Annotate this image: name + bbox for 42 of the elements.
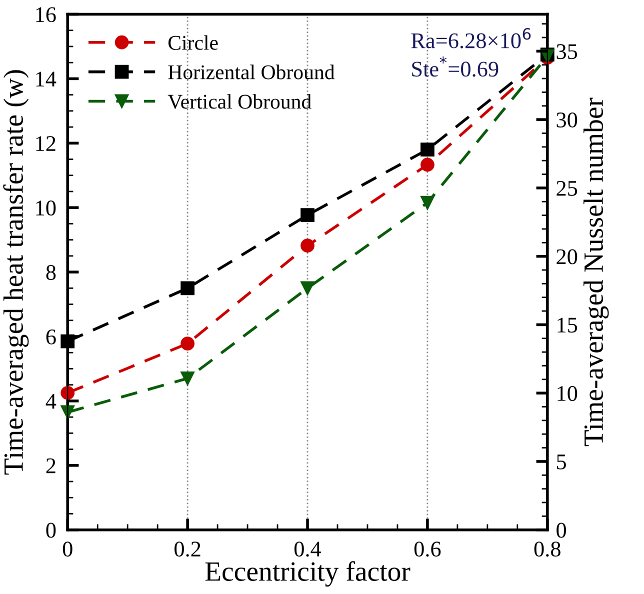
- legend-label: Vertical Obround: [168, 94, 312, 109]
- legend-label: Horizental Obround: [168, 64, 335, 80]
- y2-tick-label: 15: [558, 318, 578, 333]
- y-tick-label: 2: [46, 458, 56, 474]
- y-tick-label: 10: [36, 200, 56, 216]
- point: [180, 281, 195, 296]
- annotation: Ste$^{*}$=0.69: [412, 56, 498, 77]
- x-tick-label: 0.6: [414, 542, 441, 557]
- x-tick-label: 0: [62, 542, 72, 557]
- point: [300, 208, 314, 222]
- legend-label: Circle: [168, 35, 218, 50]
- point: [300, 238, 314, 253]
- y-tick-label: 4: [46, 394, 56, 409]
- y2-tick-label: 10: [558, 386, 578, 402]
- x-tick-label: 0.4: [294, 542, 322, 557]
- y-axis-title: Time-averaged heat transfer rate (w): [3, 70, 29, 475]
- x-tick-label: 0.2: [174, 542, 200, 557]
- x-tick-label: 0.8: [534, 542, 560, 557]
- y-tick-label: 12: [36, 136, 56, 151]
- x-axis-title: Eccentricity factor: [205, 561, 410, 587]
- annotation: Ra=6.28×10$^{6}$: [411, 28, 531, 48]
- point: [180, 371, 195, 386]
- point: [420, 142, 434, 157]
- y-tick-label: 16: [36, 7, 56, 22]
- point: [420, 158, 434, 172]
- y2-tick-label: 30: [556, 112, 578, 128]
- point: [60, 386, 75, 400]
- y2-axis-title: Time-averaged Nusselt number: [584, 98, 609, 446]
- point: [180, 336, 195, 351]
- y2-tick-label: 20: [556, 249, 578, 264]
- point: [420, 196, 434, 210]
- y2-tick-label: 25: [556, 180, 578, 196]
- y2-tick-label: 35: [556, 44, 578, 60]
- y-tick-label: 0: [46, 522, 56, 538]
- y2-tick-label: 5: [557, 454, 566, 470]
- y-tick-label: 8: [46, 264, 56, 280]
- point: [60, 405, 75, 420]
- y-tick-label: 14: [36, 72, 56, 86]
- y2-tick-label: 0: [556, 522, 566, 538]
- y-tick-label: 6: [46, 329, 56, 344]
- point: [60, 334, 75, 348]
- point: [300, 281, 314, 296]
